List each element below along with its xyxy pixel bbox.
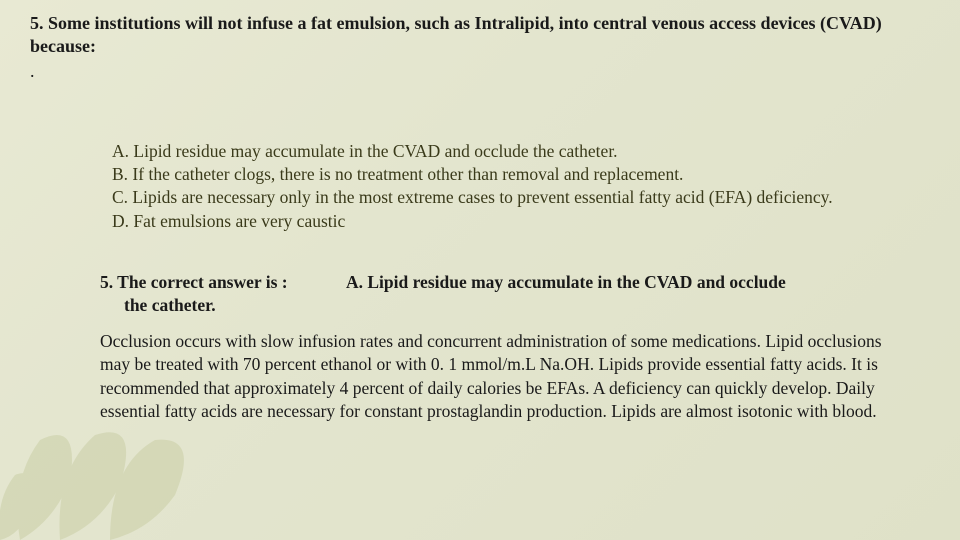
question-text: 5. Some institutions will not infuse a f… xyxy=(30,12,930,59)
slide-content: 5. Some institutions will not infuse a f… xyxy=(0,0,960,540)
answer-text-cont: the catheter. xyxy=(124,294,930,317)
option-c: C. Lipids are necessary only in the most… xyxy=(112,186,892,209)
question-trailing-dot: . xyxy=(30,61,930,82)
option-d: D. Fat emulsions are very caustic xyxy=(112,210,892,233)
option-a: A. Lipid residue may accumulate in the C… xyxy=(112,140,892,163)
explanation-text: Occlusion occurs with slow infusion rate… xyxy=(100,330,900,422)
option-b: B. If the catheter clogs, there is no tr… xyxy=(112,163,892,186)
answer-text: A. Lipid residue may accumulate in the C… xyxy=(346,272,786,292)
answer-lead: 5. The correct answer is : xyxy=(100,272,288,292)
options-block: A. Lipid residue may accumulate in the C… xyxy=(112,140,892,233)
answer-line: 5. The correct answer is : A. Lipid resi… xyxy=(100,271,930,317)
